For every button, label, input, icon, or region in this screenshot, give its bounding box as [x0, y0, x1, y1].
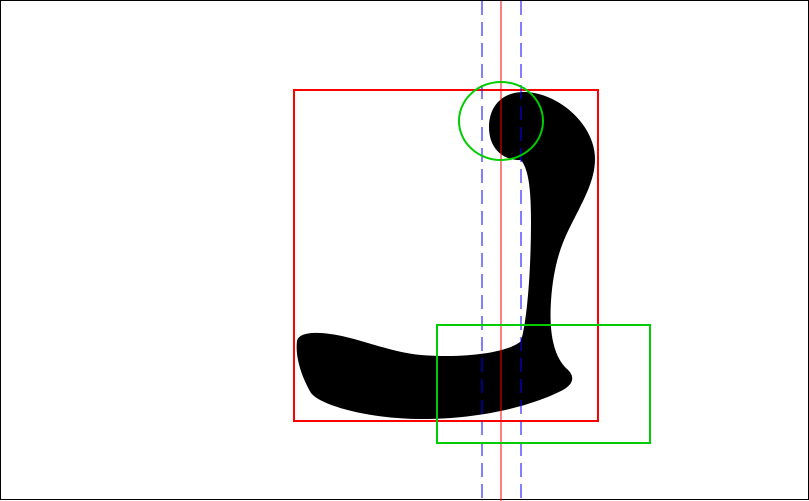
top-terminal-highlight-circle	[458, 81, 544, 161]
bottom-junction-highlight-box	[436, 324, 651, 444]
glyph-bounding-box	[293, 89, 599, 422]
glyph-shape	[296, 91, 595, 419]
